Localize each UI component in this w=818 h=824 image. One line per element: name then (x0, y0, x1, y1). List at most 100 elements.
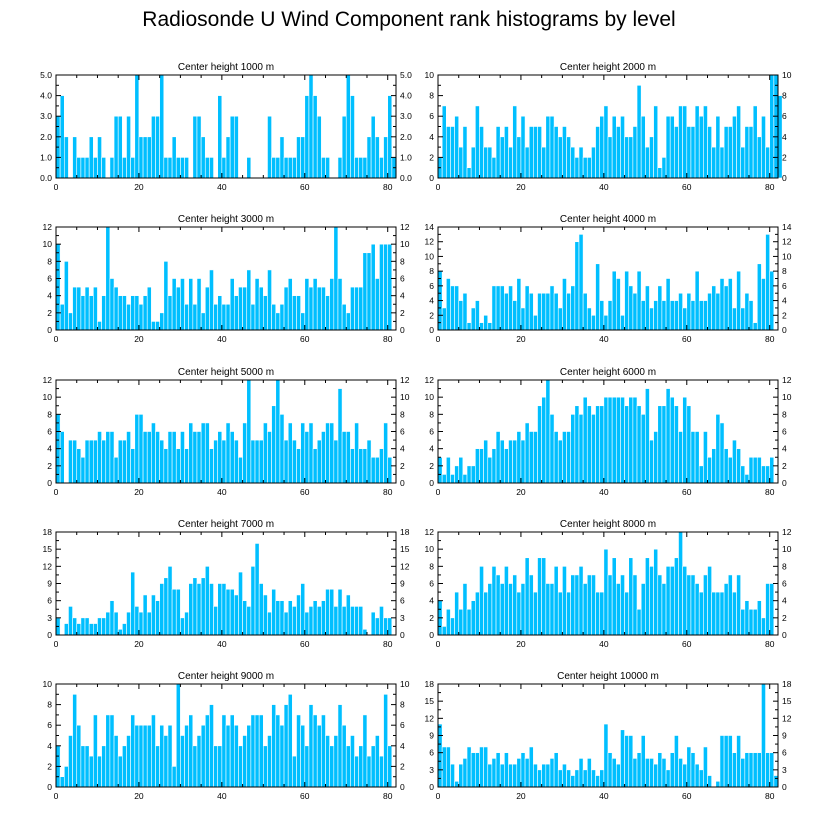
histogram-bar (562, 763, 567, 788)
histogram-bar (752, 608, 758, 636)
histogram-bar (217, 583, 223, 636)
y-tick-label-right: 6 (782, 748, 787, 758)
histogram-bar (105, 431, 111, 484)
histogram-bar (653, 105, 659, 179)
histogram-bar (686, 292, 692, 331)
histogram-bar (113, 115, 119, 179)
histogram-bar (159, 583, 165, 636)
histogram-bar (649, 566, 654, 636)
histogram-bar (93, 439, 98, 484)
histogram-bar (233, 295, 239, 331)
histogram-bar (756, 600, 762, 636)
histogram-bar (163, 735, 169, 788)
histogram-bar (761, 115, 766, 179)
histogram-bar (752, 752, 758, 788)
histogram-bar (740, 307, 746, 331)
histogram-bar (665, 278, 671, 331)
histogram-bar (101, 157, 107, 179)
histogram-bar (258, 583, 264, 636)
histogram-bar (694, 431, 700, 484)
histogram-bar (475, 591, 480, 636)
histogram-bar (134, 295, 140, 331)
x-tick-label: 40 (217, 639, 227, 649)
histogram-bar (553, 752, 559, 788)
y-tick-label-right: 10 (782, 251, 792, 261)
histogram-bar (254, 543, 260, 636)
histogram-bar (321, 286, 326, 331)
histogram-bar (72, 693, 78, 788)
y-tick-label-right: 8 (782, 409, 787, 419)
y-tick-label-right: 0 (782, 782, 787, 792)
histogram-bar (545, 763, 551, 788)
histogram-bar (80, 617, 86, 636)
x-tick-label: 80 (383, 791, 393, 801)
histogram-bar (341, 303, 347, 331)
histogram-bar (694, 763, 700, 788)
histogram-bar (117, 628, 123, 636)
histogram-bar (221, 157, 227, 179)
y-tick-label: 10 (425, 70, 435, 80)
histogram-bar (337, 278, 343, 331)
histogram-bar (570, 414, 576, 484)
y-tick-label: 6 (47, 720, 52, 730)
y-tick-label: 12 (43, 222, 53, 232)
y-tick-label: 8 (47, 409, 52, 419)
histogram-bar (698, 115, 704, 179)
histogram-bar (744, 474, 750, 484)
histogram-bar (657, 167, 663, 179)
histogram-bar (636, 270, 642, 331)
histogram-bar (379, 157, 384, 179)
histogram-bar (707, 775, 712, 788)
y-tick-label: 8 (429, 91, 434, 101)
histogram-bar (740, 465, 746, 484)
histogram-bar (495, 574, 501, 636)
histogram-bar (151, 321, 156, 331)
histogram-bar (586, 307, 592, 331)
histogram-bar (267, 269, 272, 331)
histogram-bar (711, 146, 717, 179)
histogram-bar (586, 574, 592, 636)
histogram-bar (209, 269, 214, 331)
histogram-bar (59, 776, 65, 788)
histogram-bar (475, 105, 480, 179)
histogram-bar (275, 600, 281, 636)
histogram-bar (304, 431, 310, 484)
y-tick-label: 5.0 (40, 70, 52, 80)
x-tick-label: 0 (54, 639, 59, 649)
histogram-bar (669, 115, 675, 179)
histogram-bar (263, 745, 268, 788)
histogram-bar (130, 714, 136, 788)
histogram-bar (582, 157, 588, 179)
histogram-bar (171, 136, 177, 179)
histogram-bar (698, 591, 704, 636)
y-tick-label-right: 3 (400, 613, 405, 623)
y-tick-label-right: 9 (782, 731, 787, 741)
histogram-bar (225, 303, 231, 331)
y-tick-label-right: 2 (782, 461, 787, 471)
histogram-bar (126, 431, 131, 484)
histogram-bar (748, 752, 754, 788)
histogram-bar (84, 617, 90, 636)
y-tick-label: 0 (47, 325, 52, 335)
histogram-bar (557, 439, 563, 484)
histogram-bar (287, 693, 293, 788)
histogram-bar (640, 300, 646, 331)
y-tick-label-right: 2.0 (400, 132, 412, 142)
histogram-bar (258, 439, 264, 484)
histogram-bar (76, 623, 82, 636)
histogram-bar (595, 775, 601, 788)
y-tick-label: 18 (43, 527, 53, 537)
histogram-bar (665, 115, 671, 179)
histogram-bar (93, 714, 98, 788)
panel-title: Center height 6000 m (560, 367, 656, 378)
histogram-bar (649, 439, 654, 484)
histogram-bar (250, 303, 256, 331)
histogram-bar (483, 314, 489, 331)
histogram-bar (557, 307, 563, 331)
histogram-bar (661, 405, 667, 484)
histogram-bar (229, 431, 235, 484)
y-tick-label: 4.0 (40, 91, 52, 101)
histogram-bar (196, 115, 202, 179)
histogram-bar (354, 606, 359, 636)
histogram-bar (88, 295, 94, 331)
